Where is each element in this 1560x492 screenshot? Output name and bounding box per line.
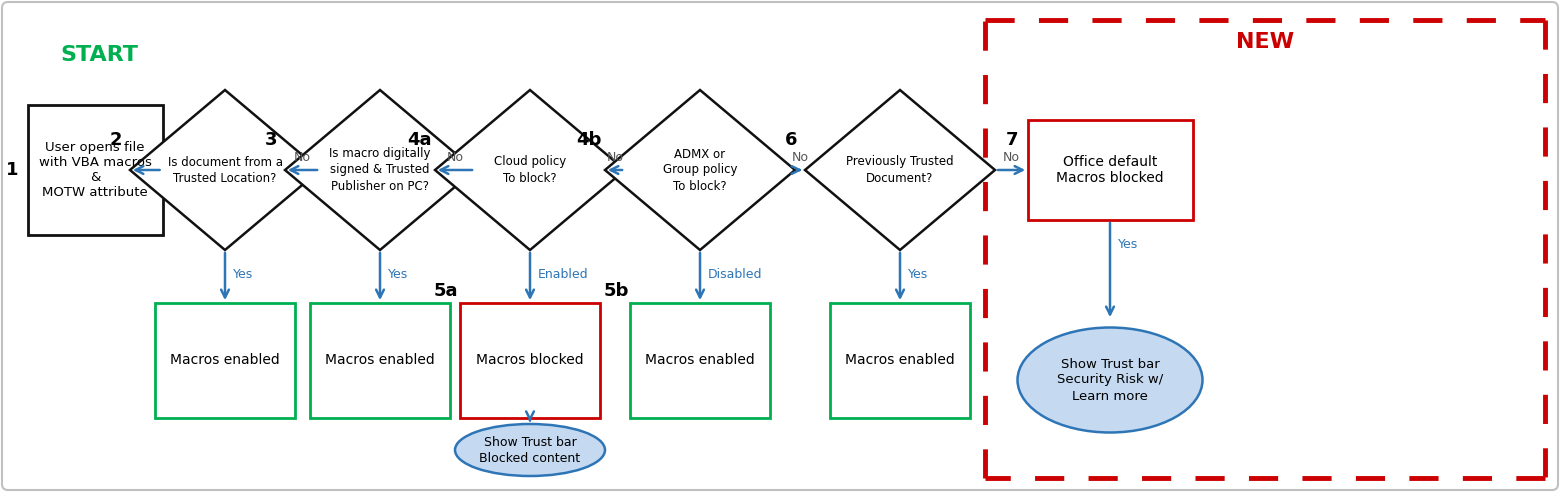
Polygon shape: [805, 90, 995, 250]
Text: Macros blocked: Macros blocked: [476, 353, 583, 367]
Text: 4b: 4b: [576, 131, 602, 149]
Text: Disabled: Disabled: [708, 268, 763, 281]
Text: Yes: Yes: [1119, 238, 1139, 251]
FancyBboxPatch shape: [310, 303, 449, 418]
Text: 7: 7: [1006, 131, 1019, 149]
Text: Yes: Yes: [388, 268, 409, 281]
Polygon shape: [435, 90, 626, 250]
Text: 5b: 5b: [604, 282, 629, 300]
Ellipse shape: [456, 424, 605, 476]
Text: 4a: 4a: [407, 131, 431, 149]
Ellipse shape: [1017, 328, 1203, 432]
Polygon shape: [285, 90, 474, 250]
Text: No: No: [446, 151, 463, 164]
Text: 2: 2: [109, 131, 122, 149]
Text: ADMX or
Group policy
To block?: ADMX or Group policy To block?: [663, 148, 738, 192]
Text: 6: 6: [785, 131, 797, 149]
Text: Macros enabled: Macros enabled: [324, 353, 435, 367]
FancyBboxPatch shape: [28, 105, 162, 235]
FancyBboxPatch shape: [1028, 120, 1192, 220]
Text: Office default
Macros blocked: Office default Macros blocked: [1056, 155, 1164, 185]
Text: NEW: NEW: [1236, 32, 1295, 52]
Text: No: No: [293, 151, 310, 164]
Text: Macros enabled: Macros enabled: [846, 353, 955, 367]
FancyBboxPatch shape: [460, 303, 601, 418]
Text: No: No: [1003, 151, 1020, 164]
FancyBboxPatch shape: [630, 303, 771, 418]
Text: Show Trust bar
Security Risk w/
Learn more: Show Trust bar Security Risk w/ Learn mo…: [1056, 358, 1164, 402]
Polygon shape: [605, 90, 796, 250]
Text: Is document from a
Trusted Location?: Is document from a Trusted Location?: [167, 155, 282, 184]
Text: 3: 3: [265, 131, 278, 149]
Text: Show Trust bar
Blocked content: Show Trust bar Blocked content: [479, 435, 580, 464]
Text: Yes: Yes: [232, 268, 253, 281]
Text: Previously Trusted
Document?: Previously Trusted Document?: [846, 155, 953, 184]
Text: Enabled: Enabled: [538, 268, 588, 281]
FancyBboxPatch shape: [154, 303, 295, 418]
Text: No: No: [791, 151, 808, 164]
FancyBboxPatch shape: [830, 303, 970, 418]
Text: No: No: [607, 151, 624, 164]
Text: Yes: Yes: [908, 268, 928, 281]
Text: Macros enabled: Macros enabled: [646, 353, 755, 367]
Text: 1: 1: [6, 161, 19, 179]
Text: User opens file
with VBA macros
&
MOTW attribute: User opens file with VBA macros & MOTW a…: [39, 141, 151, 199]
Polygon shape: [129, 90, 320, 250]
Text: Macros enabled: Macros enabled: [170, 353, 279, 367]
Text: START: START: [59, 45, 137, 65]
Text: Is macro digitally
signed & Trusted
Publisher on PC?: Is macro digitally signed & Trusted Publ…: [329, 148, 431, 192]
Text: 5a: 5a: [434, 282, 459, 300]
Text: Cloud policy
To block?: Cloud policy To block?: [495, 155, 566, 184]
